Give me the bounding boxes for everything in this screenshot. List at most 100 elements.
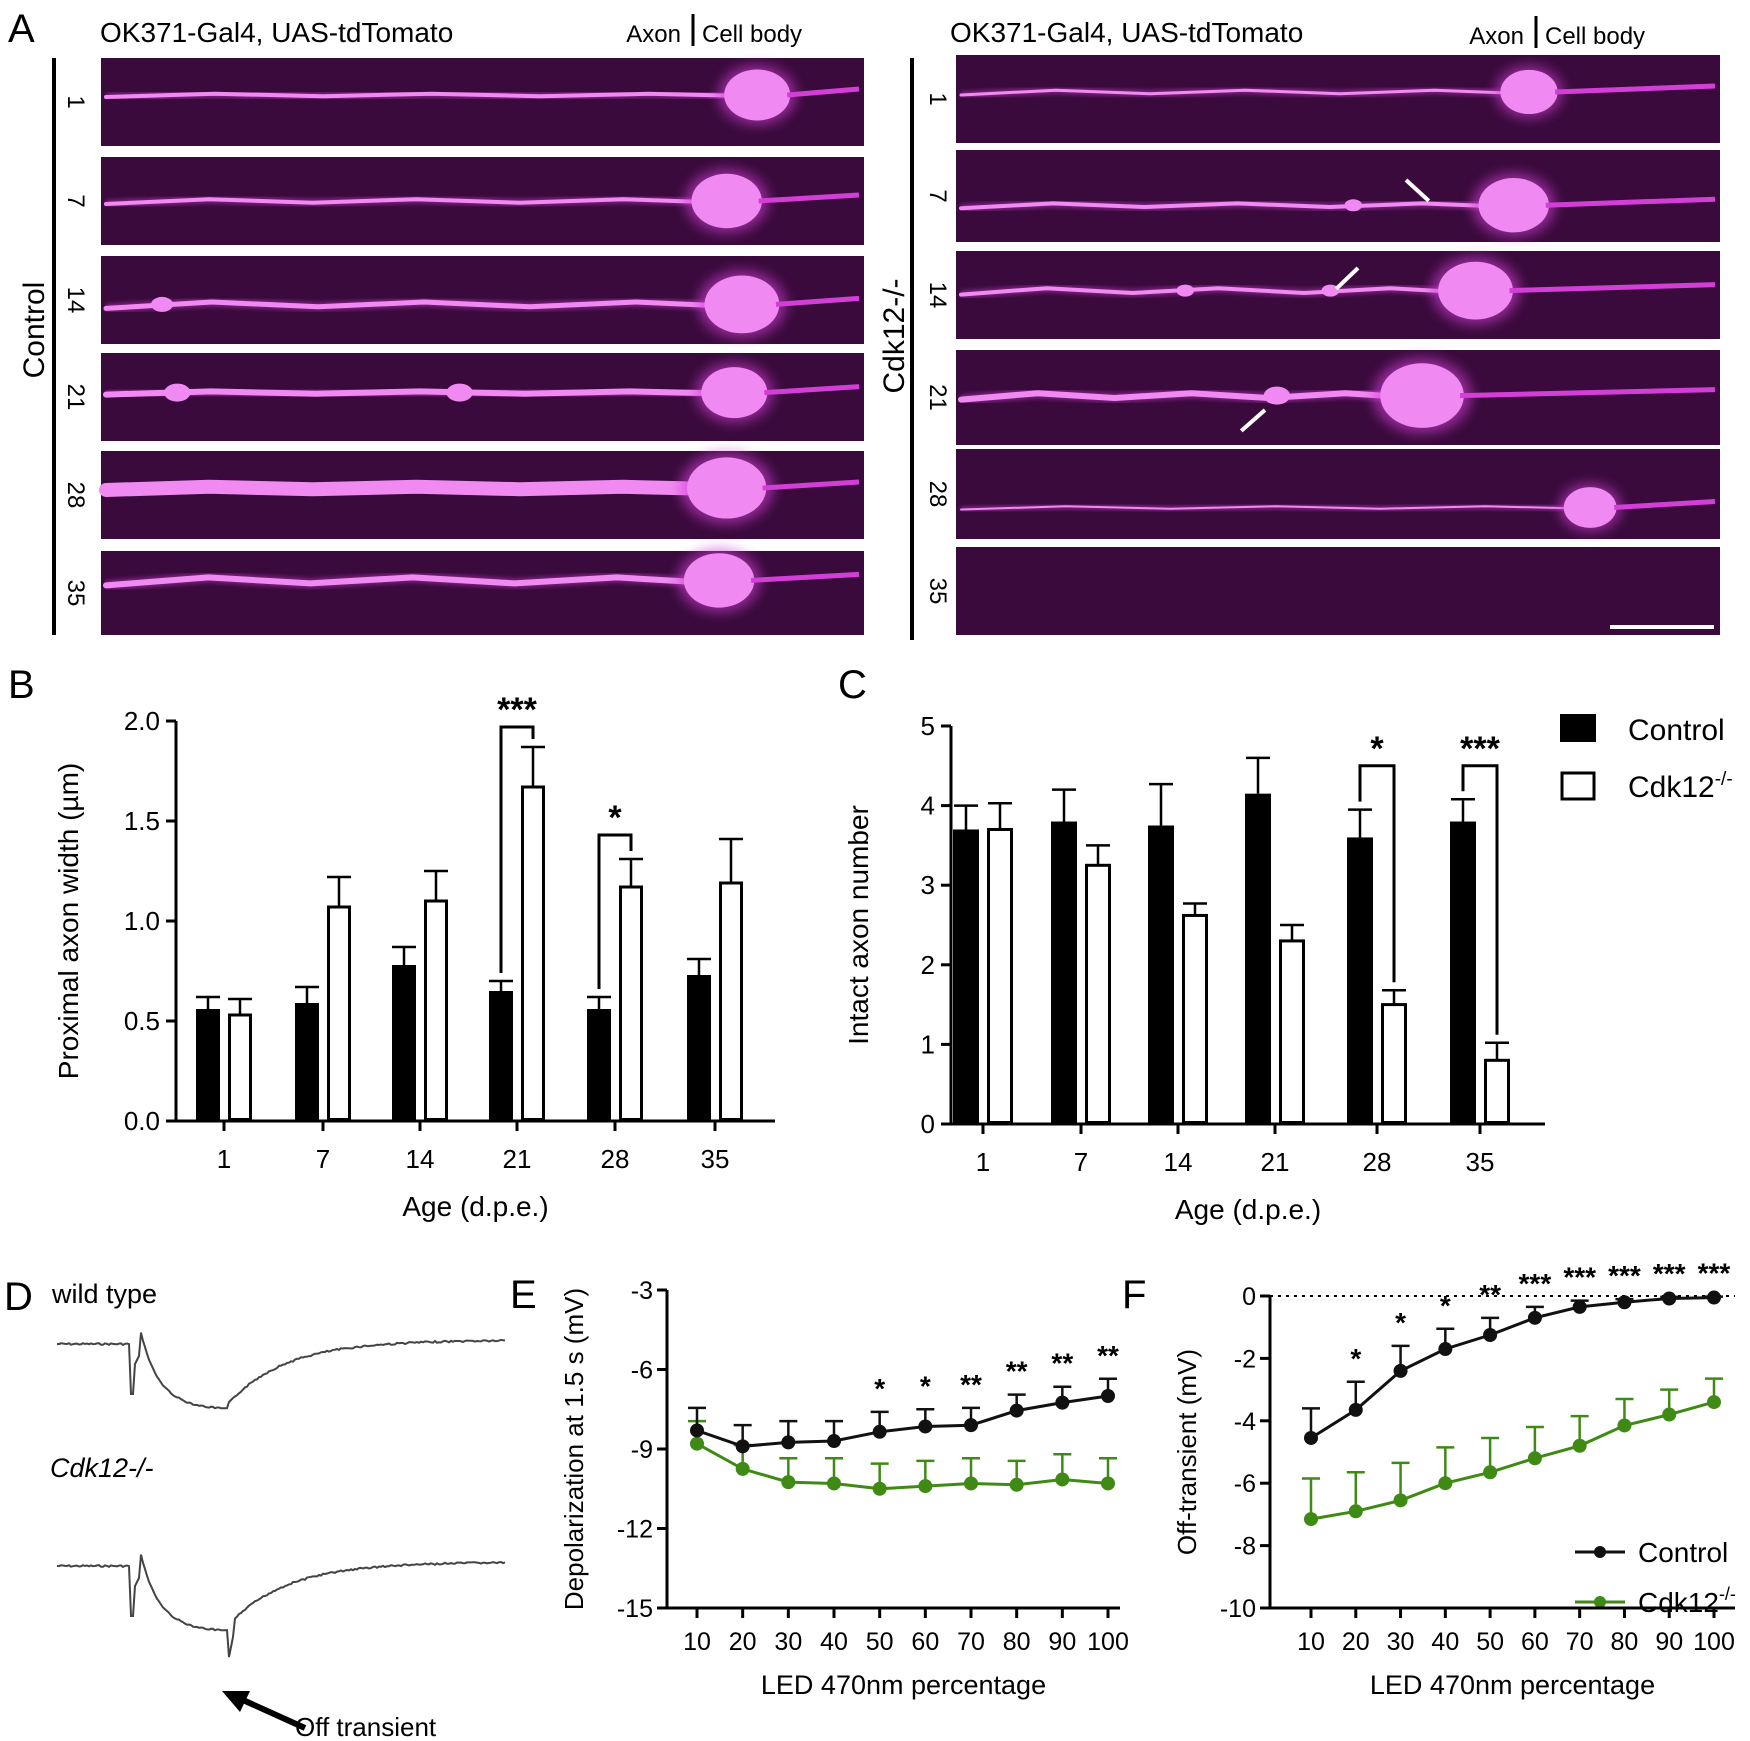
x-tick-label: 35 (1466, 1147, 1495, 1177)
x-tick-label: 20 (1342, 1628, 1370, 1656)
series-line (1310, 1400, 1715, 1521)
swelling-arrow (1334, 266, 1360, 291)
line-legend: Control Cdk12-/- (1575, 1537, 1736, 1618)
data-point (1527, 1310, 1542, 1325)
axon-swelling (1321, 284, 1340, 297)
cell-body (1563, 487, 1617, 528)
significance-label: *** (1519, 1268, 1552, 1299)
legend-marker-control (1594, 1546, 1606, 1558)
significance-label: * (920, 1370, 931, 1401)
data-point (1438, 1342, 1453, 1357)
row-label-left-35: 35 (62, 580, 89, 607)
significance-bracket (597, 833, 633, 989)
x-tick-label: 35 (701, 1144, 730, 1174)
data-point (690, 1423, 704, 1438)
cell-body (1438, 261, 1513, 320)
axon-swelling (1263, 386, 1291, 405)
significance-label: * (1350, 1343, 1361, 1374)
x-tick-label: 60 (1521, 1628, 1549, 1656)
x-tick-label: 7 (1074, 1147, 1088, 1177)
axon-swelling (1344, 199, 1363, 212)
x-tick-label: 21 (1261, 1147, 1290, 1177)
panel-f-label: F (1122, 1273, 1146, 1317)
data-point (1348, 1402, 1363, 1417)
cell-body (687, 457, 767, 519)
y-tick-label: -6 (1234, 1470, 1256, 1498)
panel-c: C 0 1 2 3 4 5 1 7 14 21 28 35 Age (d.p.e.) Intact axo… (838, 663, 1545, 1225)
row-label-left-7: 7 (62, 194, 89, 207)
off-transient-arrowhead (222, 1691, 250, 1712)
panel-a-left-header: OK371-Gal4, UAS-tdTomato (100, 17, 453, 48)
bar-mutant (1085, 863, 1111, 1124)
legend-mutant-swatch (1560, 771, 1596, 801)
dendrite (1509, 282, 1716, 294)
swelling-arrow (1239, 408, 1267, 433)
data-point (1438, 1476, 1453, 1491)
x-tick-label: 1 (976, 1147, 990, 1177)
cell-body (1380, 363, 1464, 428)
trace-wildtype-label: wild type (51, 1279, 157, 1309)
y-tick-label: 0.0 (124, 1106, 160, 1136)
micrograph-left-14 (101, 256, 864, 344)
y-tick-label: 2.0 (124, 706, 160, 736)
row-label-left-1: 1 (62, 95, 89, 108)
swelling-arrow (1404, 178, 1431, 203)
axon-swelling (1176, 284, 1194, 297)
bar-mutant (521, 785, 545, 1121)
significance-bracket (1358, 764, 1396, 983)
y-axis-title: Proximal axon width (µm) (53, 763, 84, 1079)
data-point (781, 1435, 796, 1450)
trace-wildtype (56, 1332, 506, 1410)
micrograph-right-1 (956, 55, 1720, 143)
axon (103, 388, 738, 398)
axon (103, 299, 745, 311)
data-point (1393, 1493, 1408, 1508)
x-tick-label: 7 (316, 1144, 330, 1174)
y-tick-label: -15 (617, 1595, 653, 1623)
y-tick-label: -12 (617, 1516, 653, 1544)
significance-label: ** (1051, 1348, 1073, 1379)
y-axis-title: Intact axon number (843, 805, 874, 1045)
x-tick-label: 20 (729, 1628, 757, 1656)
cell-body (1478, 178, 1549, 233)
data-point (1009, 1403, 1024, 1418)
x-tick-label: 14 (1164, 1147, 1193, 1177)
panel-a: A OK371-Gal4, UAS-tdTomato Axon Cell bod… (8, 7, 1720, 640)
data-point (872, 1481, 887, 1496)
significance-label: * (1370, 730, 1384, 768)
y-tick-label: 3 (921, 870, 935, 900)
cell-body (704, 275, 780, 334)
x-tick-label: 40 (820, 1628, 848, 1656)
bar-control (587, 1009, 611, 1121)
bar-control (196, 1009, 220, 1121)
dendrite (1545, 196, 1716, 208)
cell-body (701, 367, 768, 419)
y-tick-label: -4 (1234, 1408, 1256, 1436)
significance-label: ** (960, 1369, 982, 1400)
y-tick-label: 2 (921, 950, 935, 980)
x-tick-label: 30 (774, 1628, 802, 1656)
series-line (696, 1394, 1109, 1448)
row-label-left-21: 21 (62, 384, 89, 411)
panel-e: E -15 -12 -9 -6 -3 10 20 30 40 50 60 70 80 90 100 LED 4… (510, 1273, 1129, 1700)
bar-mutant (1484, 1058, 1510, 1124)
legend-control-label: Control (1628, 714, 1725, 747)
micrograph-right-35 (956, 547, 1720, 635)
x-tick-label: 80 (1003, 1628, 1031, 1656)
y-tick-label: -3 (631, 1277, 653, 1305)
x-tick-label: 28 (1363, 1147, 1392, 1177)
y-axis-title: Off-transient (mV) (1172, 1349, 1202, 1555)
axon (959, 201, 1516, 211)
dendrite (764, 384, 860, 396)
legend-line-control-label: Control (1638, 1537, 1728, 1568)
axon-swelling (446, 383, 473, 402)
significance-label: * (1440, 1290, 1451, 1321)
axon (959, 286, 1478, 297)
data-point (1348, 1504, 1363, 1519)
data-point (1572, 1299, 1587, 1314)
bar-legend: Control Cdk12-/- (1560, 714, 1733, 804)
data-point (781, 1475, 796, 1490)
series-line (1310, 1296, 1715, 1440)
data-point (1617, 1418, 1632, 1433)
bar-mutant (1182, 913, 1208, 1124)
